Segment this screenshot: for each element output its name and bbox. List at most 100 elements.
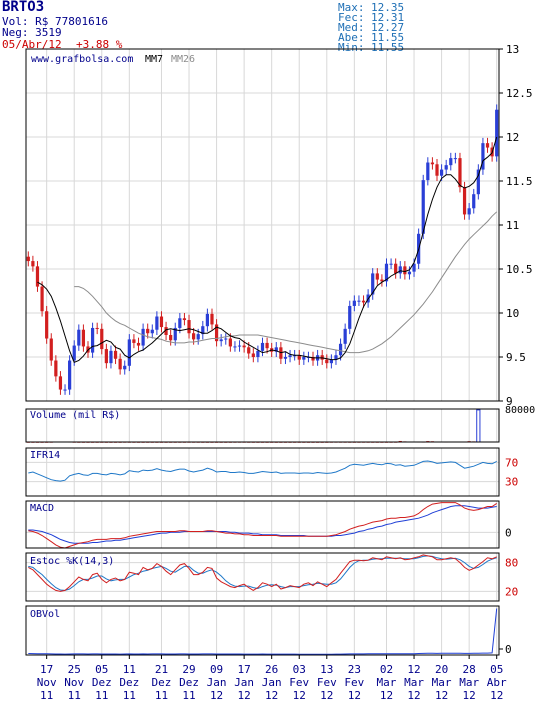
stoch-d-line bbox=[28, 555, 497, 591]
stoch-tick-label: 20 bbox=[505, 585, 518, 598]
candle-body bbox=[256, 350, 260, 357]
candle-body bbox=[141, 328, 145, 346]
legend-mm26: MM26 bbox=[171, 54, 195, 65]
candle-body bbox=[449, 158, 453, 166]
candle-body bbox=[251, 353, 255, 357]
candle-body bbox=[58, 376, 63, 390]
x-tick-month: Jan bbox=[234, 676, 254, 689]
candle-body bbox=[132, 339, 136, 343]
trades-text: Neg: 3519 bbox=[2, 26, 62, 39]
candle-body bbox=[228, 338, 232, 347]
candle-body bbox=[127, 339, 131, 366]
candle-body bbox=[237, 345, 242, 347]
watermark-text: www.grafbolsa.com bbox=[31, 54, 133, 65]
x-tick-day: 11 bbox=[123, 663, 136, 676]
x-tick-month: Fev bbox=[289, 676, 309, 689]
panel-frame bbox=[25, 605, 500, 656]
candle-body bbox=[224, 338, 228, 340]
x-tick-month: Mar bbox=[404, 676, 424, 689]
stat-max-label: Max: bbox=[338, 1, 365, 14]
price-tick-label: 9.5 bbox=[506, 351, 526, 364]
candle-body bbox=[439, 169, 444, 176]
price-tick-label: 11.5 bbox=[506, 175, 533, 188]
candle-body bbox=[361, 300, 366, 303]
volume-text: Vol: R$ 77801616 bbox=[2, 15, 108, 28]
stoch-k-line bbox=[28, 554, 497, 592]
obv-line bbox=[28, 608, 498, 655]
x-tick-month: Mar bbox=[432, 676, 452, 689]
mm7-line bbox=[37, 136, 498, 363]
macd-signal-line bbox=[28, 505, 497, 544]
x-tick-month: Mar bbox=[377, 676, 397, 689]
stat-open-value: 11.55 bbox=[371, 31, 405, 44]
volume-tick-label: 80000 bbox=[505, 405, 535, 416]
price-tick-label: 10 bbox=[506, 307, 519, 320]
stat-avg-label: Med: bbox=[338, 21, 365, 34]
candle-body bbox=[26, 256, 30, 262]
x-tick-day: 17 bbox=[238, 663, 251, 676]
price-tick-label: 11 bbox=[506, 219, 519, 232]
candle-body bbox=[352, 300, 356, 306]
x-tick-month: Fev bbox=[344, 676, 364, 689]
x-tick-day: 23 bbox=[348, 663, 361, 676]
stat-open-label: Abe: bbox=[338, 31, 365, 44]
candle-body bbox=[45, 311, 49, 339]
x-tick-day: 20 bbox=[435, 663, 448, 676]
candle-body bbox=[173, 327, 177, 341]
candle-body bbox=[430, 162, 435, 165]
macd-line bbox=[28, 502, 497, 549]
x-tick-day: 05 bbox=[490, 663, 503, 676]
candle-body bbox=[40, 286, 44, 312]
candle-body bbox=[233, 346, 237, 348]
stat-max-value: 12.35 bbox=[371, 1, 405, 14]
candle-body bbox=[338, 343, 343, 356]
candle-body bbox=[394, 263, 398, 274]
candle-body bbox=[472, 194, 476, 209]
x-tick-day: 28 bbox=[463, 663, 476, 676]
macd-tick-label: 0 bbox=[505, 526, 512, 539]
x-tick-day: 29 bbox=[182, 663, 195, 676]
panel-frame bbox=[25, 500, 500, 549]
x-tick-year: 12 bbox=[463, 689, 476, 702]
x-tick-year: 12 bbox=[407, 689, 420, 702]
stat-min-label: Min: bbox=[338, 41, 365, 54]
x-tick-month: Dez bbox=[152, 676, 172, 689]
candle-body bbox=[63, 389, 67, 391]
candle-body bbox=[329, 359, 333, 364]
panel-frame bbox=[25, 552, 500, 602]
candle-body bbox=[100, 328, 104, 350]
candle-body bbox=[343, 328, 347, 344]
candle-body bbox=[265, 342, 269, 349]
x-tick-year: 11 bbox=[95, 689, 108, 702]
stat-close-label: Fec: bbox=[338, 11, 365, 24]
candle-body bbox=[205, 313, 210, 327]
x-tick-year: 12 bbox=[293, 689, 306, 702]
x-tick-year: 12 bbox=[320, 689, 333, 702]
price-tick-label: 10.5 bbox=[506, 263, 533, 276]
candle-body bbox=[293, 355, 297, 357]
candle-body bbox=[182, 318, 187, 321]
candle-body bbox=[214, 324, 219, 342]
candle-body bbox=[403, 266, 407, 275]
stoch-title: Estoc %K(14,3) bbox=[30, 556, 114, 567]
candle-body bbox=[407, 271, 412, 275]
stat-close-value: 12.31 bbox=[371, 11, 405, 24]
candle-body bbox=[444, 165, 448, 170]
candle-body bbox=[462, 187, 467, 215]
candle-body bbox=[77, 329, 81, 346]
change-text: +3.88 % bbox=[76, 38, 123, 51]
candle-body bbox=[164, 327, 168, 335]
x-tick-year: 12 bbox=[348, 689, 361, 702]
x-tick-year: 12 bbox=[265, 689, 278, 702]
ticker-title: BRTO3 bbox=[2, 0, 45, 15]
candle-body bbox=[375, 273, 379, 280]
candle-body bbox=[348, 305, 352, 329]
candle-body bbox=[495, 109, 499, 157]
candle-body bbox=[357, 300, 361, 302]
candle-body bbox=[247, 347, 251, 354]
candle-body bbox=[398, 266, 402, 274]
x-tick-year: 12 bbox=[210, 689, 223, 702]
x-tick-month: Nov bbox=[37, 676, 57, 689]
candle-body bbox=[210, 313, 214, 325]
